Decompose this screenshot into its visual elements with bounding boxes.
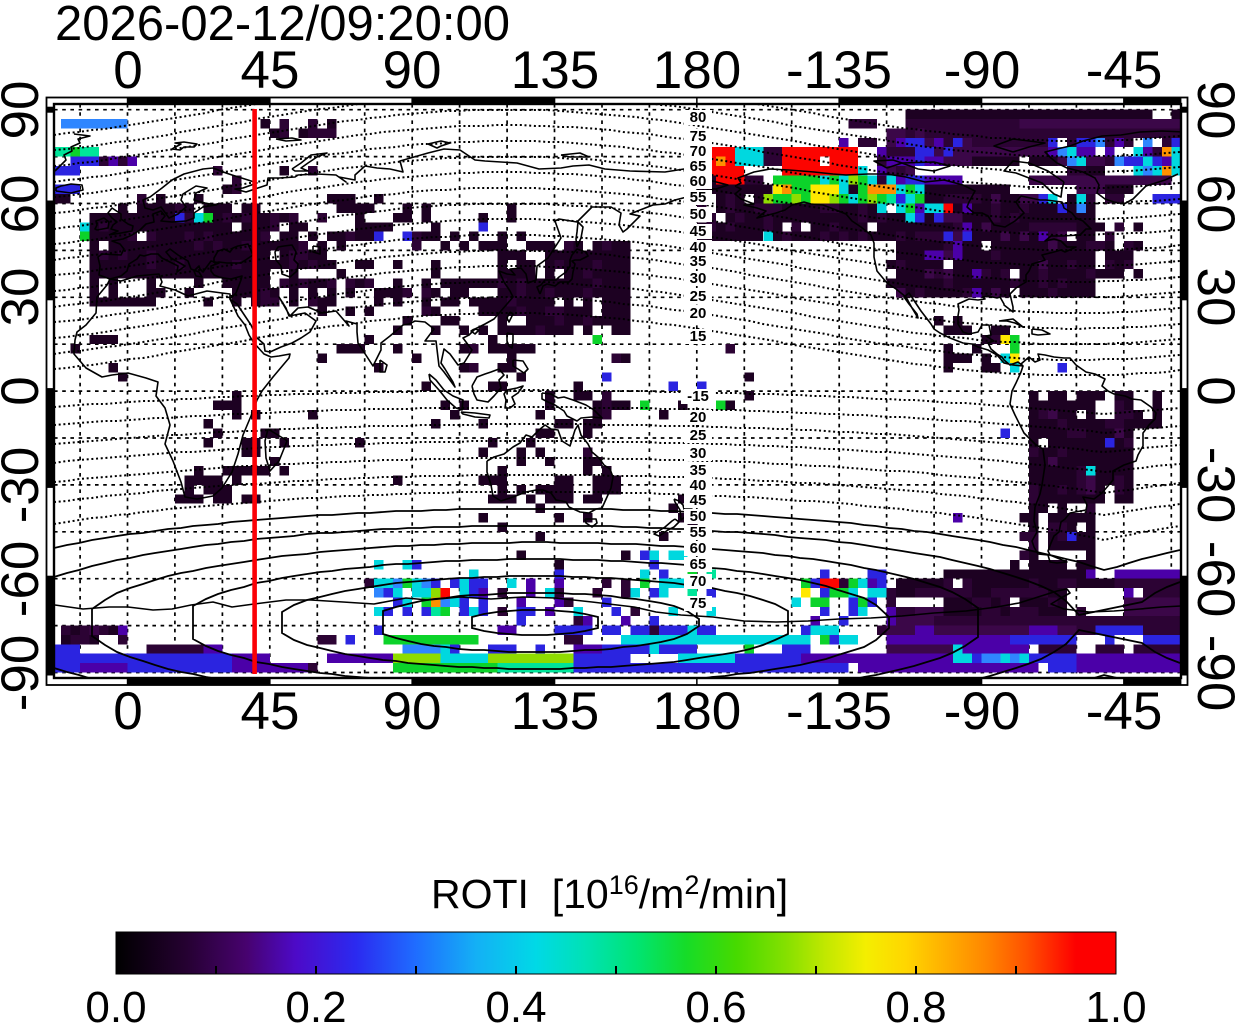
svg-text:90: 90: [0, 81, 50, 140]
svg-text:0: 0: [113, 41, 142, 100]
svg-text:-135: -135: [786, 682, 892, 741]
svg-text:0.6: 0.6: [685, 983, 746, 1024]
svg-text:45: 45: [690, 492, 707, 509]
svg-text:30: 30: [690, 445, 707, 462]
svg-text:135: 135: [511, 682, 599, 741]
svg-text:-30: -30: [1186, 447, 1240, 524]
svg-text:-60: -60: [0, 541, 50, 618]
svg-text:70: 70: [690, 143, 707, 160]
svg-text:90: 90: [1186, 81, 1240, 140]
svg-text:-135: -135: [786, 41, 892, 100]
svg-text:90: 90: [383, 682, 442, 741]
svg-text:65: 65: [690, 556, 707, 573]
svg-text:55: 55: [690, 189, 707, 206]
svg-text:25: 25: [690, 288, 707, 305]
svg-text:0: 0: [113, 682, 142, 741]
svg-text:0: 0: [1186, 376, 1240, 405]
svg-text:40: 40: [690, 239, 707, 256]
svg-text:-90: -90: [0, 635, 50, 712]
svg-text:-90: -90: [944, 682, 1021, 741]
svg-text:60: 60: [0, 175, 50, 234]
svg-text:-60: -60: [1186, 541, 1240, 618]
svg-text:180: 180: [653, 41, 741, 100]
svg-text:40: 40: [690, 477, 707, 494]
svg-text:45: 45: [241, 41, 300, 100]
svg-text:1.0: 1.0: [1085, 983, 1146, 1024]
svg-text:30: 30: [0, 268, 50, 327]
svg-text:20: 20: [690, 409, 707, 426]
svg-text:50: 50: [690, 206, 707, 223]
svg-text:0.2: 0.2: [285, 983, 346, 1024]
svg-text:0.8: 0.8: [885, 983, 946, 1024]
svg-text:90: 90: [383, 41, 442, 100]
svg-text:-90: -90: [944, 41, 1021, 100]
svg-text:2026-02-12/09:20:00: 2026-02-12/09:20:00: [55, 0, 510, 51]
svg-text:55: 55: [690, 524, 707, 541]
svg-text:0: 0: [0, 376, 50, 405]
svg-text:75: 75: [690, 595, 707, 612]
svg-text:65: 65: [690, 158, 707, 175]
svg-text:-15: -15: [687, 388, 709, 405]
svg-text:-45: -45: [1086, 41, 1163, 100]
svg-text:-90: -90: [1186, 635, 1240, 712]
svg-text:80: 80: [690, 109, 707, 126]
svg-text:20: 20: [690, 305, 707, 322]
svg-text:135: 135: [511, 41, 599, 100]
svg-text:50: 50: [690, 508, 707, 525]
svg-text:45: 45: [241, 682, 300, 741]
svg-text:25: 25: [690, 427, 707, 444]
svg-text:35: 35: [690, 253, 707, 270]
svg-text:60: 60: [690, 173, 707, 190]
svg-text:0.0: 0.0: [85, 983, 146, 1024]
svg-text:45: 45: [690, 223, 707, 240]
svg-text:-45: -45: [1086, 682, 1163, 741]
svg-text:30: 30: [1186, 268, 1240, 327]
svg-text:180: 180: [653, 682, 741, 741]
svg-text:35: 35: [690, 462, 707, 479]
svg-text:30: 30: [690, 270, 707, 287]
svg-text:0.4: 0.4: [485, 983, 546, 1024]
svg-text:-30: -30: [0, 447, 50, 524]
svg-text:70: 70: [690, 573, 707, 590]
svg-text:60: 60: [1186, 175, 1240, 234]
svg-text:75: 75: [690, 128, 707, 145]
svg-text:15: 15: [690, 328, 707, 345]
svg-text:60: 60: [690, 540, 707, 557]
